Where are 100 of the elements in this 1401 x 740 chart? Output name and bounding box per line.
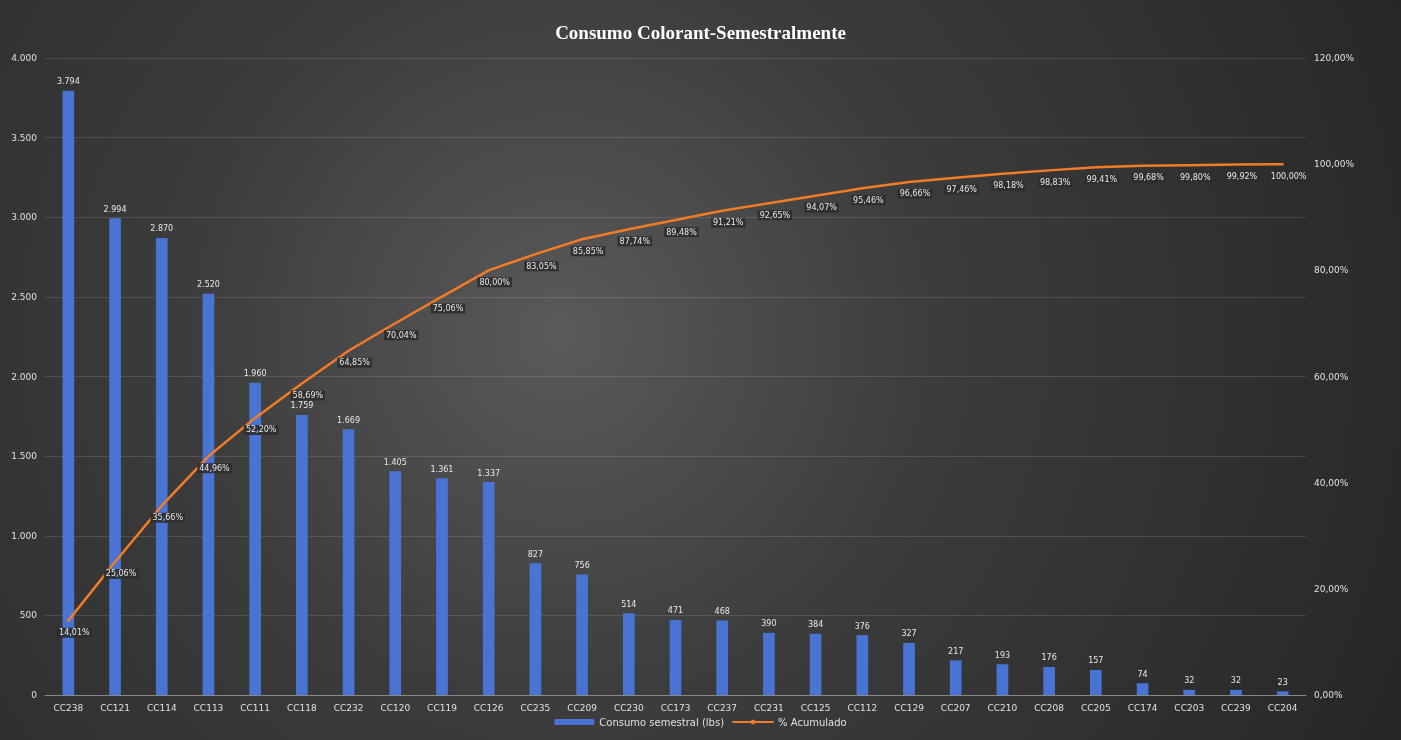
data-label: 97,46%: [946, 185, 978, 195]
y-tick-label: 2.500: [11, 291, 38, 302]
data-label: 157: [1088, 656, 1104, 666]
y2-tick-label: 100,00%: [1314, 159, 1355, 170]
data-label: 98,18%: [993, 181, 1025, 191]
data-label: 376: [854, 621, 870, 631]
x-tick-label: CC235: [520, 702, 551, 713]
data-label: 756: [574, 561, 590, 571]
data-label: 87,74%: [619, 236, 651, 246]
data-label: 14,01%: [59, 628, 90, 638]
data-label: 468: [714, 606, 730, 616]
data-label: 217: [948, 646, 964, 656]
data-label: 64,85%: [339, 358, 371, 368]
y-tick-label: 1.000: [11, 530, 38, 541]
data-label: 176: [1041, 653, 1057, 663]
data-label: 1.960: [243, 369, 267, 379]
data-label: 23: [1277, 677, 1288, 687]
data-label: 1.361: [430, 464, 454, 474]
data-label: 95,46%: [853, 195, 884, 205]
data-label: 98,83%: [1039, 177, 1071, 187]
data-label: 32: [1184, 676, 1195, 686]
x-tick-label: CC231: [754, 702, 784, 713]
data-label: 1.669: [337, 415, 361, 425]
x-tick-label: CC238: [53, 702, 84, 713]
x-tick-label: CC209: [567, 702, 598, 713]
y2-tick-label: 120,00%: [1314, 53, 1355, 63]
x-tick-label: CC111: [240, 702, 271, 713]
data-label: 44,96%: [199, 463, 231, 473]
data-label: 89,48%: [666, 227, 698, 237]
x-tick-label: CC204: [1267, 702, 1298, 713]
data-label: 99,80%: [1179, 172, 1211, 182]
x-tick-label: CC126: [473, 702, 504, 713]
data-label: 471: [667, 606, 684, 616]
data-label: 2.520: [197, 280, 220, 290]
x-tick-label: CC129: [894, 702, 925, 713]
x-tick-label: CC230: [613, 702, 644, 713]
data-label: 193: [994, 650, 1011, 660]
data-label: 85,85%: [572, 246, 604, 256]
data-label: 327: [901, 629, 917, 639]
data-label: 1.337: [477, 468, 501, 478]
y2-tick-label: 80,00%: [1314, 265, 1349, 276]
x-tick-label: CC237: [707, 702, 738, 713]
data-label: 91,21%: [712, 218, 744, 228]
y-tick-label: 3.500: [11, 132, 38, 143]
y-tick-label: 2.000: [11, 371, 38, 382]
data-label: 75,06%: [432, 304, 464, 314]
data-label: 83,05%: [526, 261, 558, 271]
data-label: 70,04%: [386, 330, 417, 340]
data-label: 92,65%: [759, 210, 791, 220]
x-tick-label: CC174: [1127, 702, 1158, 713]
x-tick-label: CC112: [847, 702, 878, 713]
data-label: 514: [621, 599, 637, 609]
y-tick-label: 4.000: [11, 53, 38, 63]
data-label: 80,00%: [479, 277, 511, 287]
x-tick-label: CC113: [193, 702, 224, 713]
data-label: 25,06%: [105, 569, 137, 579]
data-label: 2.994: [103, 204, 127, 214]
data-label: 99,41%: [1086, 174, 1118, 184]
x-tick-label: CC239: [1221, 702, 1252, 713]
data-label: 3.794: [56, 77, 80, 87]
x-tick-label: CC120: [380, 702, 411, 713]
data-label: 1.759: [290, 401, 314, 411]
x-tick-label: CC173: [660, 702, 691, 713]
x-tick-label: CC203: [1174, 702, 1205, 713]
y2-tick-label: 20,00%: [1314, 583, 1349, 594]
y-tick-label: 0: [31, 690, 38, 700]
data-label: 384: [807, 620, 824, 630]
y-tick-label: 500: [19, 610, 38, 621]
legend-label: Consumo semestral (lbs): [599, 716, 725, 728]
data-label: 32: [1230, 676, 1242, 686]
x-tick-label: CC232: [333, 702, 364, 713]
data-label: 827: [527, 549, 544, 559]
legend-label: % Acumulado: [778, 716, 847, 728]
data-label: 99,68%: [1133, 173, 1165, 183]
data-label: 74: [1137, 669, 1148, 679]
x-tick-label: CC208: [1034, 702, 1065, 713]
x-tick-label: CC210: [987, 702, 1018, 713]
data-label: 52,20%: [245, 425, 277, 435]
data-label: 99,92%: [1226, 172, 1258, 182]
x-tick-label: CC118: [287, 702, 318, 713]
x-tick-label: CC114: [146, 702, 177, 713]
y-tick-label: 3.000: [11, 212, 38, 223]
y2-tick-label: 40,00%: [1314, 477, 1349, 488]
y2-tick-label: 0,00%: [1314, 690, 1344, 700]
data-label: 2.870: [150, 224, 174, 234]
y2-tick-label: 60,00%: [1314, 371, 1349, 382]
x-tick-label: CC207: [940, 702, 971, 713]
data-label: 1.405: [383, 457, 407, 467]
data-label: 390: [761, 619, 777, 629]
x-tick-label: CC119: [427, 702, 458, 713]
y-tick-label: 1.500: [11, 451, 38, 462]
data-label: 58,69%: [292, 390, 324, 400]
x-tick-label: CC125: [800, 702, 831, 713]
chart-title: Consumo Colorant-Semestralmente: [555, 22, 846, 43]
data-label: 96,66%: [899, 189, 931, 199]
data-label: 100,00%: [1270, 171, 1307, 181]
data-label: 94,07%: [806, 203, 838, 213]
data-label: 35,66%: [152, 513, 184, 523]
x-tick-label: CC121: [100, 702, 130, 713]
x-tick-label: CC205: [1080, 702, 1111, 713]
